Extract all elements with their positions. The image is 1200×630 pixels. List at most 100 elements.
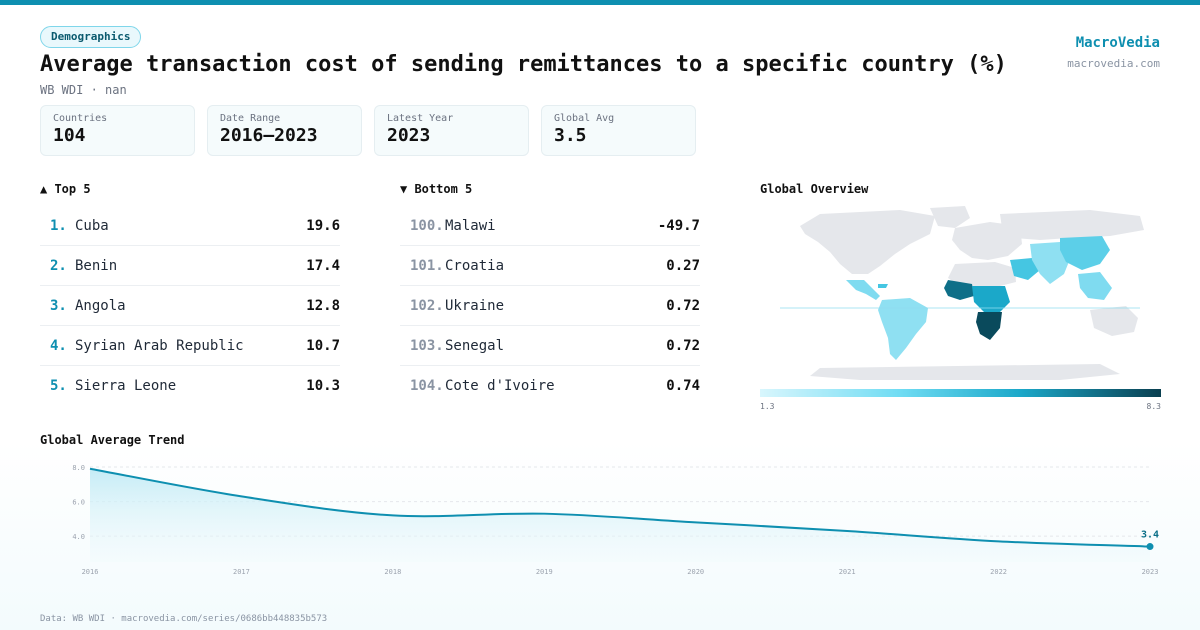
stat-label: Countries <box>53 113 108 124</box>
color-scale-bar <box>760 389 1161 397</box>
country-name: Senegal <box>445 337 505 354</box>
global-overview-panel: Global Overview <box>760 182 1161 411</box>
region-greenland[interactable] <box>930 206 970 228</box>
stat-value: 2023 <box>387 125 431 146</box>
trend-chart[interactable]: 4.0 6.0 8.0 3.4 2016 2017 2018 2019 2020 2021 2022… <box>0 450 1200 580</box>
rank-number: 1. <box>50 217 67 234</box>
country-value: 10.3 <box>306 378 340 394</box>
list-item[interactable]: 3. Angola 12.8 <box>40 286 340 326</box>
region-southeast-asia[interactable] <box>1078 272 1112 300</box>
map-title: Global Overview <box>760 182 869 196</box>
region-west-africa[interactable] <box>944 280 974 300</box>
region-central-africa[interactable] <box>972 286 1010 312</box>
x-tick-label: 2020 <box>687 568 704 576</box>
bottom-5-title: ▼ Bottom 5 <box>400 182 473 196</box>
rank-number: 2. <box>50 257 67 274</box>
country-value: 17.4 <box>306 257 340 274</box>
y-tick-label: 4.0 <box>72 533 85 541</box>
brand-name[interactable]: MacroVedia <box>1075 35 1160 51</box>
region-middle-east[interactable] <box>1010 258 1040 280</box>
country-name: Syrian Arab Republic <box>75 337 244 354</box>
country-name: Croatia <box>445 257 505 274</box>
page-subtitle: WB WDI · nan <box>40 83 127 97</box>
country-name: Cuba <box>75 217 109 234</box>
region-antarctica[interactable] <box>810 364 1120 380</box>
stat-label: Latest Year <box>387 113 454 124</box>
data-point[interactable] <box>1146 543 1154 551</box>
list-item[interactable]: 2. Benin 17.4 <box>40 246 340 286</box>
region-europe[interactable] <box>952 222 1022 260</box>
bottom-5-list: 100. Malawi -49.7 101. Croatia 0.27 102.… <box>400 206 700 406</box>
page-title: Average transaction cost of sending remi… <box>40 52 1007 77</box>
stat-card-latest-year: Latest Year 2023 <box>374 105 529 156</box>
region-southern-africa[interactable] <box>976 312 1002 340</box>
color-scale-max: 8.3 <box>1146 402 1161 411</box>
last-value-label: 3.4 <box>1141 530 1159 541</box>
trend-title: Global Average Trend <box>40 433 185 447</box>
list-item[interactable]: 100. Malawi -49.7 <box>400 206 700 246</box>
country-value: 0.74 <box>666 378 700 394</box>
country-name: Cote d'Ivoire <box>445 378 555 394</box>
country-value: 0.72 <box>666 337 700 354</box>
x-tick-label: 2022 <box>990 568 1007 576</box>
stat-value: 2016–2023 <box>220 125 318 146</box>
trend-area <box>90 468 1150 562</box>
color-scale-min: 1.3 <box>760 402 775 411</box>
region-north-america[interactable] <box>800 210 935 274</box>
x-tick-label: 2019 <box>536 568 553 576</box>
country-value: 0.72 <box>666 297 700 314</box>
list-item[interactable]: 4. Syrian Arab Republic 10.7 <box>40 326 340 366</box>
y-tick-label: 8.0 <box>72 464 85 472</box>
region-central-america[interactable] <box>846 280 880 300</box>
rank-number: 100. <box>410 217 444 234</box>
rank-number: 104. <box>410 378 444 394</box>
list-item[interactable]: 104. Cote d'Ivoire 0.74 <box>400 366 700 406</box>
trend-line[interactable] <box>89 467 1151 548</box>
country-name: Malawi <box>445 217 496 234</box>
stats-row: Countries 104 Date Range 2016–2023 Lates… <box>40 105 696 156</box>
list-item[interactable]: 102. Ukraine 0.72 <box>400 286 700 326</box>
region-north-asia[interactable] <box>1000 210 1144 240</box>
rank-number: 5. <box>50 378 67 394</box>
region-caribbean[interactable] <box>878 284 888 288</box>
stat-value: 104 <box>53 125 86 146</box>
region-south-america[interactable] <box>878 298 928 360</box>
world-map[interactable] <box>760 204 1161 384</box>
x-tick-label: 2018 <box>384 568 401 576</box>
rank-number: 4. <box>50 337 67 354</box>
bottom-5-panel: ▼ Bottom 5 100. Malawi -49.7 101. Croati… <box>400 182 700 406</box>
top-accent-bar <box>0 0 1200 5</box>
country-name: Angola <box>75 297 126 314</box>
list-item[interactable]: 5. Sierra Leone 10.3 <box>40 366 340 406</box>
rank-number: 102. <box>410 297 444 314</box>
list-item[interactable]: 1. Cuba 19.6 <box>40 206 340 246</box>
country-value: 19.6 <box>306 217 340 234</box>
top-5-title: ▲ Top 5 <box>40 182 91 196</box>
country-value: 0.27 <box>666 257 700 274</box>
brand-url[interactable]: macrovedia.com <box>1067 57 1160 70</box>
stat-card-global-avg: Global Avg 3.5 <box>541 105 696 156</box>
stat-card-date-range: Date Range 2016–2023 <box>207 105 362 156</box>
stat-label: Date Range <box>220 113 281 124</box>
source-footer: Data: WB WDI · macrovedia.com/series/068… <box>40 614 328 624</box>
rank-number: 101. <box>410 257 444 274</box>
list-item[interactable]: 101. Croatia 0.27 <box>400 246 700 286</box>
list-item[interactable]: 103. Senegal 0.72 <box>400 326 700 366</box>
country-name: Benin <box>75 257 118 274</box>
region-east-asia[interactable] <box>1060 236 1110 270</box>
category-badge[interactable]: Demographics <box>40 26 142 48</box>
country-value: 12.8 <box>306 297 340 314</box>
x-tick-label: 2016 <box>82 568 99 576</box>
x-tick-label: 2021 <box>839 568 856 576</box>
country-name: Sierra Leone <box>75 378 177 394</box>
y-tick-label: 6.0 <box>72 499 85 507</box>
rank-number: 3. <box>50 297 67 314</box>
stat-value: 3.5 <box>554 125 587 146</box>
brand: MacroVedia macrovedia.com <box>1067 35 1160 70</box>
top-5-panel: ▲ Top 5 1. Cuba 19.6 2. Benin 17.4 3. An… <box>40 182 340 406</box>
stat-label: Global Avg <box>554 113 615 124</box>
region-australia[interactable] <box>1090 306 1138 336</box>
region-north-africa[interactable] <box>948 262 1016 288</box>
country-value: -49.7 <box>657 217 700 234</box>
x-tick-label: 2023 <box>1142 568 1159 576</box>
